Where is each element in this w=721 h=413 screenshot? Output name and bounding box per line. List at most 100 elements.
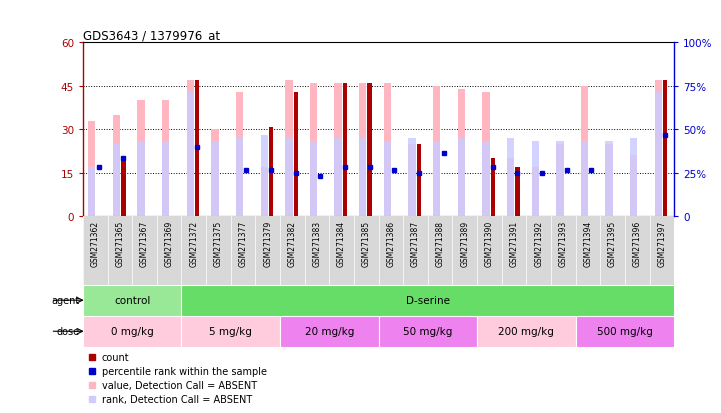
Bar: [433, 142, 441, 217]
Text: 200 mg/kg: 200 mg/kg: [498, 326, 554, 337]
Bar: [187, 93, 194, 217]
Text: 5 mg/kg: 5 mg/kg: [209, 326, 252, 337]
Bar: [556, 145, 564, 217]
Bar: [211, 130, 218, 217]
Text: count: count: [102, 352, 130, 362]
Text: GSM271387: GSM271387: [411, 220, 420, 266]
Bar: [556, 142, 564, 217]
Bar: [211, 142, 218, 217]
Text: GSM271372: GSM271372: [190, 220, 198, 266]
Bar: [182, 316, 280, 347]
Bar: [112, 116, 120, 217]
Text: GSM271396: GSM271396: [633, 220, 642, 266]
Text: D-serine: D-serine: [406, 295, 450, 306]
Text: GSM271386: GSM271386: [386, 220, 395, 266]
Bar: [112, 145, 120, 217]
Bar: [335, 139, 342, 217]
Bar: [342, 84, 348, 217]
Bar: [575, 316, 674, 347]
Bar: [531, 142, 539, 217]
Bar: [458, 90, 465, 217]
Text: GSM271382: GSM271382: [288, 220, 297, 266]
Bar: [187, 81, 194, 217]
Text: rank, Detection Call = ABSENT: rank, Detection Call = ABSENT: [102, 394, 252, 404]
Bar: [368, 84, 372, 217]
Text: GDS3643 / 1379976_at: GDS3643 / 1379976_at: [83, 29, 220, 42]
Bar: [83, 316, 182, 347]
Bar: [417, 145, 421, 217]
Bar: [477, 316, 575, 347]
Text: GSM271377: GSM271377: [239, 220, 247, 266]
Bar: [384, 142, 391, 217]
Bar: [458, 139, 465, 217]
Text: GSM271388: GSM271388: [435, 220, 445, 266]
Text: GSM271383: GSM271383: [312, 220, 322, 266]
Text: percentile rank within the sample: percentile rank within the sample: [102, 366, 267, 376]
Text: GSM271395: GSM271395: [608, 220, 617, 266]
Text: GSM271375: GSM271375: [214, 220, 223, 266]
Bar: [310, 84, 317, 217]
Text: GSM271392: GSM271392: [534, 220, 543, 266]
Bar: [138, 101, 145, 217]
Bar: [581, 142, 588, 217]
Text: GSM271394: GSM271394: [583, 220, 593, 266]
Bar: [606, 142, 613, 217]
Bar: [88, 121, 95, 217]
Bar: [162, 101, 169, 217]
Bar: [162, 142, 169, 217]
Text: GSM271369: GSM271369: [164, 220, 174, 266]
Text: GSM271389: GSM271389: [460, 220, 469, 266]
Bar: [531, 168, 539, 217]
Bar: [630, 139, 637, 217]
Bar: [359, 139, 366, 217]
Bar: [408, 139, 416, 217]
Bar: [490, 159, 495, 217]
Text: GSM271397: GSM271397: [658, 220, 666, 266]
Text: GSM271384: GSM271384: [337, 220, 346, 266]
Bar: [655, 81, 662, 217]
Text: GSM271385: GSM271385: [362, 220, 371, 266]
Bar: [88, 168, 95, 217]
Bar: [516, 168, 520, 217]
Bar: [606, 145, 613, 217]
Bar: [236, 93, 243, 217]
Text: value, Detection Call = ABSENT: value, Detection Call = ABSENT: [102, 380, 257, 390]
Bar: [121, 159, 125, 217]
Text: GSM271367: GSM271367: [140, 220, 149, 266]
Bar: [260, 168, 268, 217]
Text: control: control: [114, 295, 151, 306]
Text: GSM271362: GSM271362: [91, 220, 99, 266]
Bar: [384, 84, 391, 217]
Bar: [655, 93, 662, 217]
Text: 500 mg/kg: 500 mg/kg: [597, 326, 653, 337]
Text: 50 mg/kg: 50 mg/kg: [403, 326, 453, 337]
Bar: [433, 87, 441, 217]
Bar: [581, 87, 588, 217]
Text: agent: agent: [51, 295, 79, 306]
Bar: [335, 84, 342, 217]
Bar: [83, 285, 182, 316]
Bar: [482, 142, 490, 217]
Bar: [507, 139, 514, 217]
Bar: [182, 285, 674, 316]
Bar: [280, 316, 379, 347]
Bar: [286, 139, 293, 217]
Text: dose: dose: [56, 326, 79, 337]
Bar: [359, 84, 366, 217]
Bar: [293, 93, 298, 217]
Bar: [507, 159, 514, 217]
Text: GSM271390: GSM271390: [485, 220, 494, 266]
Bar: [482, 93, 490, 217]
Bar: [236, 139, 243, 217]
Bar: [269, 127, 273, 217]
Bar: [260, 136, 268, 217]
Text: 0 mg/kg: 0 mg/kg: [111, 326, 154, 337]
Bar: [310, 142, 317, 217]
Bar: [408, 145, 416, 217]
Bar: [379, 316, 477, 347]
Bar: [630, 156, 637, 217]
Bar: [138, 142, 145, 217]
Text: 20 mg/kg: 20 mg/kg: [304, 326, 354, 337]
Text: GSM271379: GSM271379: [263, 220, 272, 266]
Text: GSM271365: GSM271365: [115, 220, 124, 266]
